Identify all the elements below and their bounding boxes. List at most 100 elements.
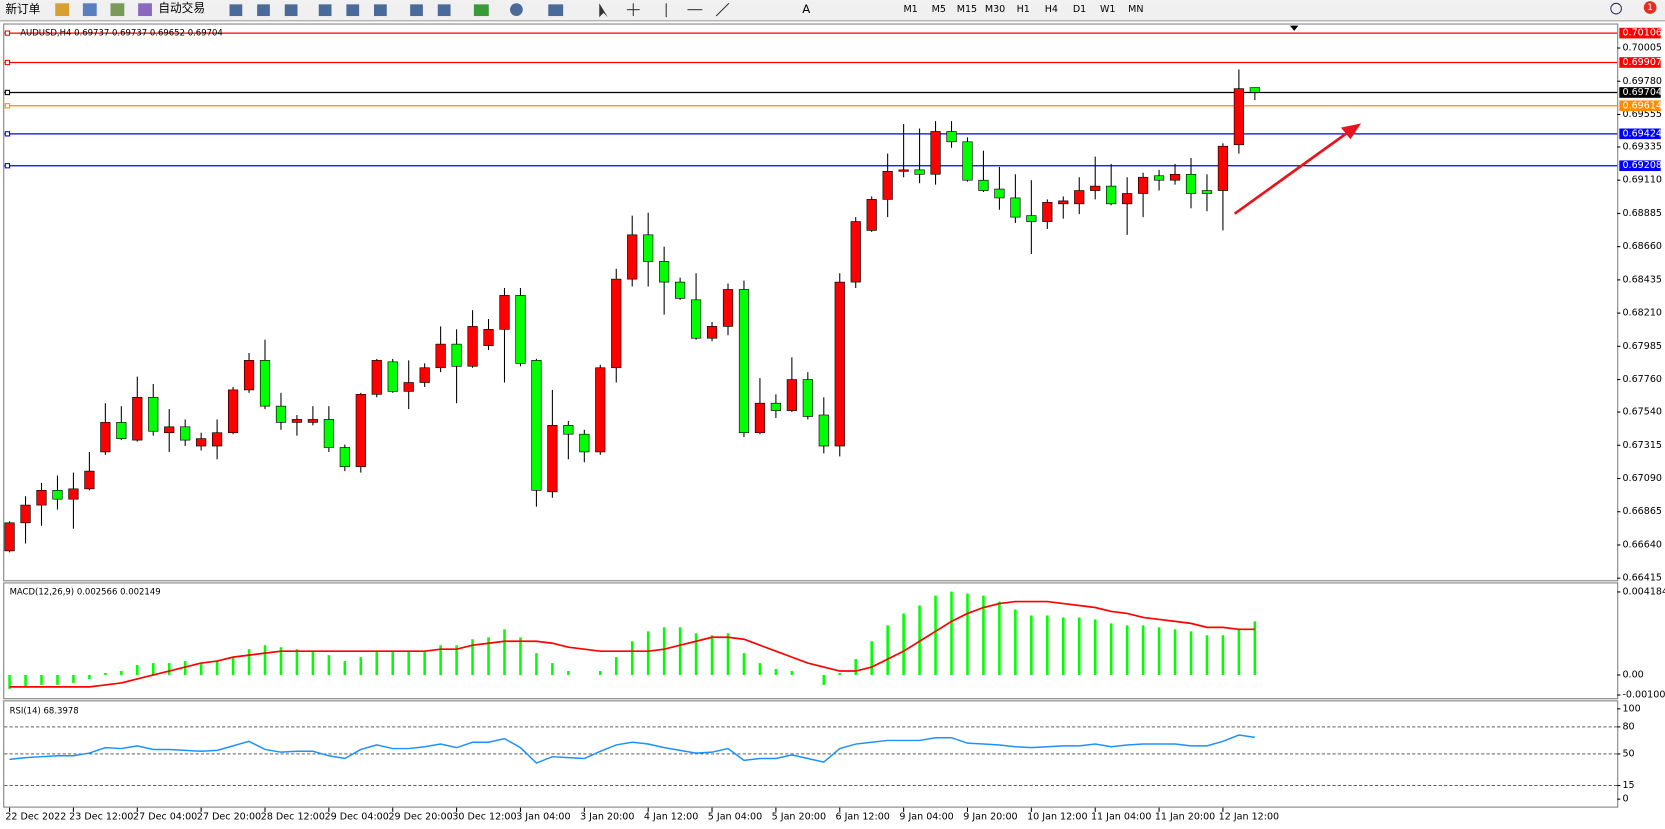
timeframe-button[interactable]: M1 [903, 4, 917, 15]
candle-body [212, 432, 223, 447]
y-tick-label: 100 [1622, 703, 1640, 714]
candle-body [499, 295, 510, 330]
y-tick-label: 0.67985 [1622, 341, 1661, 352]
macd-bar [359, 657, 363, 675]
macd-bar [1062, 617, 1065, 675]
y-tick-label: 0.69555 [1622, 109, 1661, 120]
timeframe-button[interactable]: H4 [1045, 4, 1058, 15]
icon[interactable] [346, 4, 360, 17]
timeframe-button[interactable]: D1 [1073, 4, 1086, 15]
candle-body [643, 234, 654, 262]
candle-body [1233, 88, 1244, 146]
level-handle [4, 131, 11, 137]
auto-trading-button[interactable]: 自动交易 [158, 1, 205, 15]
macd-bar [1237, 629, 1241, 675]
candle-body [1217, 145, 1229, 191]
icon[interactable] [318, 4, 332, 17]
macd-bar [902, 613, 905, 675]
icon[interactable] [510, 3, 523, 17]
y-tick-label: 0.69780 [1622, 76, 1661, 87]
macd-bar [343, 661, 347, 675]
timeframe-button[interactable]: M30 [985, 4, 1005, 15]
timeframe-button[interactable]: W1 [1100, 4, 1116, 15]
macd-bar [774, 669, 778, 675]
candle-body [579, 433, 590, 453]
level-label: 0.69424 [1622, 128, 1661, 139]
icon[interactable] [138, 3, 152, 17]
icon[interactable] [374, 4, 387, 17]
macd-bar [40, 674, 43, 685]
icon[interactable] [284, 4, 298, 17]
candle-body [1090, 185, 1101, 191]
y-tick-label: 0.66640 [1622, 539, 1661, 550]
macd-bar [934, 595, 937, 675]
icon[interactable] [410, 4, 423, 17]
candle-body [68, 488, 79, 500]
candle-body [914, 169, 925, 175]
icon[interactable] [257, 4, 270, 17]
macd-bar [215, 661, 219, 675]
candle-body [20, 504, 31, 524]
macd-bar [439, 645, 442, 675]
candle-body [291, 419, 303, 423]
icon[interactable] [548, 4, 564, 17]
icon[interactable] [55, 3, 70, 17]
macd-bar [263, 645, 267, 675]
candle-body [547, 425, 558, 493]
candle-body [611, 278, 622, 369]
macd-bar [1125, 625, 1129, 675]
level-label-bg [1619, 160, 1661, 172]
candle-body [355, 394, 366, 468]
y-tick-label: 0.67315 [1622, 440, 1661, 451]
candle-body [483, 329, 494, 346]
candle-body [1010, 197, 1021, 218]
icon[interactable] [437, 4, 451, 17]
y-tick-label: 0.69335 [1622, 141, 1661, 152]
candle-body [467, 326, 478, 367]
new-order-button[interactable]: 新订单 [5, 2, 40, 16]
notification-badge[interactable] [1643, 1, 1657, 14]
icon[interactable] [473, 4, 489, 17]
search-icon[interactable] [1610, 2, 1622, 15]
candle-body [339, 447, 350, 468]
level-label: 0.69907 [1622, 57, 1661, 68]
icon[interactable] [715, 2, 730, 17]
icon[interactable] [82, 3, 97, 17]
candle-body [323, 419, 334, 448]
timeframe-button[interactable]: M5 [932, 4, 946, 15]
candle-body [563, 425, 574, 435]
x-tick-label: 11 Jan 04:00 [1091, 812, 1151, 823]
macd-bar [455, 645, 458, 675]
macd-bar [247, 649, 251, 675]
icon[interactable] [229, 4, 243, 17]
level-label: 0.69614 [1622, 100, 1661, 111]
level-label: 0.69704 [1622, 87, 1661, 98]
candle-body [802, 379, 813, 417]
timeframe-button[interactable]: M15 [957, 4, 977, 15]
macd-bar [183, 661, 187, 675]
macd-bar [551, 663, 554, 675]
macd-bar [822, 674, 826, 685]
candle-body [275, 405, 287, 423]
macd-bar [535, 653, 538, 675]
toolbar: 新订单 自动交易 A M1 M5 M15 M30 H1 H4 D1 W1 MN [0, 0, 1665, 22]
macd-bar [886, 625, 889, 675]
candle-body [595, 367, 606, 453]
macd-bar [151, 663, 155, 675]
candle-body [1249, 87, 1260, 93]
candle-body [419, 367, 430, 383]
candle-body [675, 281, 686, 299]
macd-bar [854, 659, 858, 675]
x-tick-label: 4 Jan 12:00 [644, 812, 698, 823]
text-tool[interactable]: A [802, 2, 810, 16]
candle-body [371, 360, 382, 395]
macd-bar [662, 627, 666, 675]
macd-bar [982, 595, 985, 675]
macd-bar [646, 631, 650, 675]
x-tick-label: 22 Dec 2022 [5, 812, 66, 823]
timeframe-button[interactable]: MN [1128, 4, 1143, 15]
macd-bar [614, 657, 618, 675]
timeframe-button[interactable]: H1 [1017, 4, 1030, 15]
icon[interactable] [110, 3, 125, 17]
